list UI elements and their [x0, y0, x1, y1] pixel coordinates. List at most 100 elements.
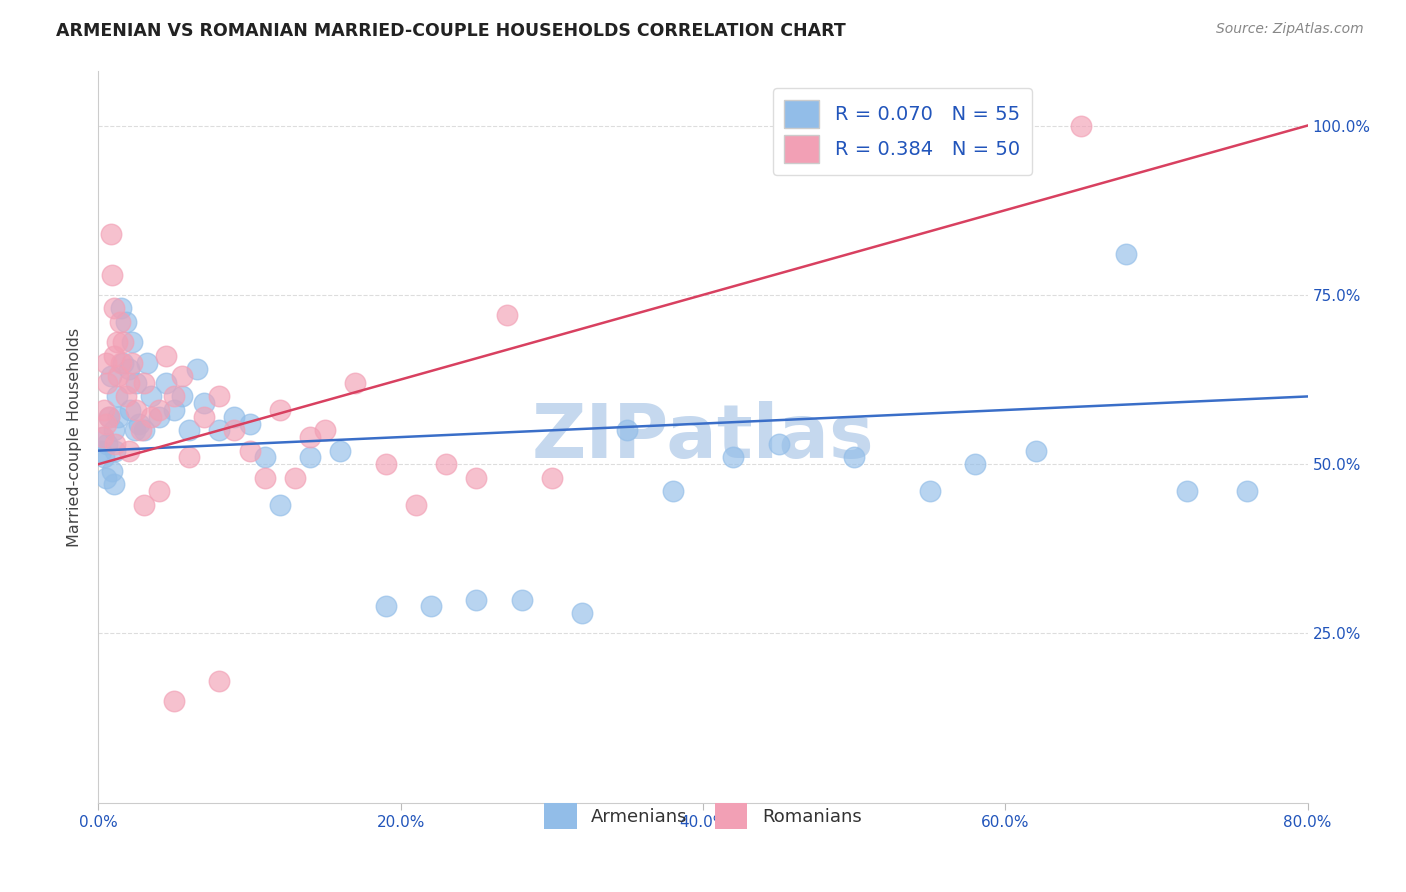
Point [155, 349, 177, 363]
Point [98, 409, 121, 424]
Point [148, 403, 170, 417]
Point [103, 349, 125, 363]
Y-axis label: Married-couple Households: Married-couple Households [67, 327, 83, 547]
Point [91, 430, 114, 444]
Point [1115, 247, 1137, 261]
Point [193, 396, 215, 410]
Point [101, 268, 124, 282]
Point [170, 369, 193, 384]
Point [114, 389, 136, 403]
Point [239, 443, 262, 458]
Point [103, 301, 125, 316]
Point [420, 599, 443, 614]
Point [299, 430, 322, 444]
Point [344, 376, 367, 390]
Point [111, 355, 134, 369]
Point [1024, 443, 1046, 458]
Point [94, 471, 117, 485]
Point [94, 355, 117, 369]
Point [163, 389, 186, 403]
Point [104, 437, 127, 451]
Point [1070, 119, 1092, 133]
Point [616, 423, 638, 437]
Point [120, 403, 142, 417]
Point [208, 423, 231, 437]
Point [510, 592, 533, 607]
Point [100, 227, 122, 241]
Text: ARMENIAN VS ROMANIAN MARRIED-COUPLE HOUSEHOLDS CORRELATION CHART: ARMENIAN VS ROMANIAN MARRIED-COUPLE HOUS… [56, 22, 846, 40]
Point [110, 301, 132, 316]
Point [571, 606, 593, 620]
Point [284, 471, 307, 485]
Point [374, 457, 396, 471]
Point [179, 450, 201, 465]
Point [104, 443, 127, 458]
Point [91, 430, 114, 444]
Point [1175, 484, 1198, 499]
Text: Source: ZipAtlas.com: Source: ZipAtlas.com [1216, 22, 1364, 37]
Point [98, 409, 121, 424]
Point [434, 457, 457, 471]
Point [105, 389, 128, 403]
Point [121, 355, 143, 369]
Point [299, 450, 322, 465]
Legend: Armenians, Romanians: Armenians, Romanians [536, 794, 870, 838]
Point [329, 443, 352, 458]
Point [132, 376, 155, 390]
Point [105, 335, 128, 350]
Point [125, 376, 148, 390]
Point [661, 484, 683, 499]
Point [239, 417, 262, 431]
Point [96, 437, 118, 451]
Point [193, 409, 215, 424]
Point [100, 369, 122, 384]
Point [135, 355, 157, 369]
Point [103, 477, 125, 491]
Point [314, 423, 336, 437]
Point [132, 423, 155, 437]
Point [844, 450, 866, 465]
Point [269, 403, 291, 417]
Point [186, 362, 208, 376]
Point [90, 443, 112, 458]
Point [495, 308, 517, 322]
Point [93, 450, 115, 465]
Point [101, 464, 124, 478]
Point [96, 376, 118, 390]
Point [114, 315, 136, 329]
Point [128, 417, 150, 431]
Point [141, 389, 163, 403]
Point [93, 403, 115, 417]
Point [768, 437, 790, 451]
Point [132, 498, 155, 512]
Point [170, 389, 193, 403]
Point [94, 417, 117, 431]
Point [118, 443, 141, 458]
Point [723, 450, 745, 465]
Point [141, 409, 163, 424]
Point [125, 403, 148, 417]
Point [110, 355, 132, 369]
Point [208, 389, 231, 403]
Point [148, 409, 170, 424]
Point [111, 335, 134, 350]
Point [465, 471, 488, 485]
Point [179, 423, 201, 437]
Point [163, 694, 186, 708]
Point [163, 403, 186, 417]
Point [374, 599, 396, 614]
Point [107, 409, 129, 424]
Point [121, 335, 143, 350]
Point [918, 484, 941, 499]
Point [129, 423, 152, 437]
Point [224, 423, 246, 437]
Point [148, 484, 170, 499]
Point [155, 376, 177, 390]
Point [253, 471, 276, 485]
Point [103, 423, 125, 437]
Point [540, 471, 562, 485]
Point [118, 376, 141, 390]
Point [253, 450, 276, 465]
Point [124, 423, 146, 437]
Text: ZIPatlas: ZIPatlas [531, 401, 875, 474]
